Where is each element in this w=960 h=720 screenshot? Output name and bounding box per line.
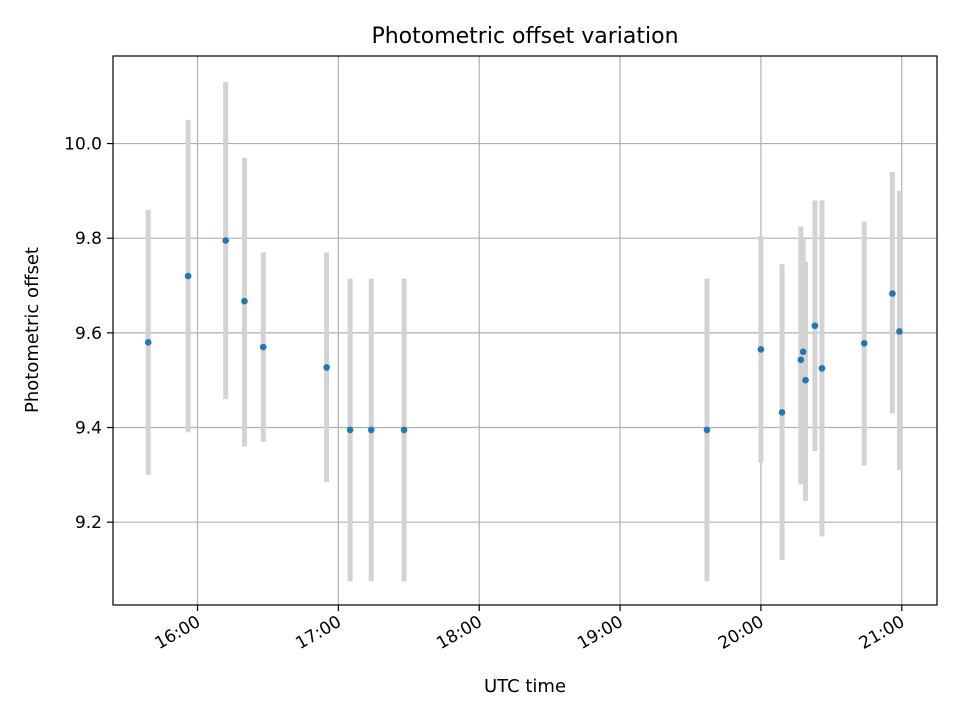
data-point	[367, 426, 375, 434]
y-tick-label: 9.8	[75, 229, 102, 249]
data-point	[799, 348, 807, 356]
data-point	[896, 328, 903, 335]
data-point	[818, 365, 826, 372]
y-tick-label: 9.6	[75, 324, 102, 344]
data-points	[144, 237, 903, 434]
data-point	[222, 237, 229, 244]
data-point	[757, 346, 765, 353]
data-point	[860, 339, 868, 347]
chart-title: Photometric offset variation	[371, 24, 678, 49]
data-point	[241, 297, 248, 305]
data-point	[259, 343, 267, 351]
data-point	[703, 426, 711, 434]
data-point	[778, 409, 786, 416]
y-tick-label: 10.0	[64, 135, 102, 155]
data-point	[811, 322, 819, 330]
y-axis-ticks: 9.2 9.4 9.6 9.8 10.0	[64, 135, 113, 533]
y-tick-label: 9.2	[75, 513, 102, 533]
data-point	[797, 356, 805, 364]
y-axis-label: Photometric offset	[22, 247, 43, 413]
x-axis-label: UTC time	[484, 676, 566, 697]
data-point	[323, 364, 330, 371]
data-point	[144, 339, 152, 346]
data-point	[889, 290, 896, 297]
plot-frame	[112, 55, 938, 606]
data-point	[802, 376, 809, 384]
data-point	[400, 426, 408, 434]
data-point	[184, 272, 192, 280]
data-point	[346, 426, 354, 434]
y-tick-label: 9.4	[75, 419, 102, 439]
